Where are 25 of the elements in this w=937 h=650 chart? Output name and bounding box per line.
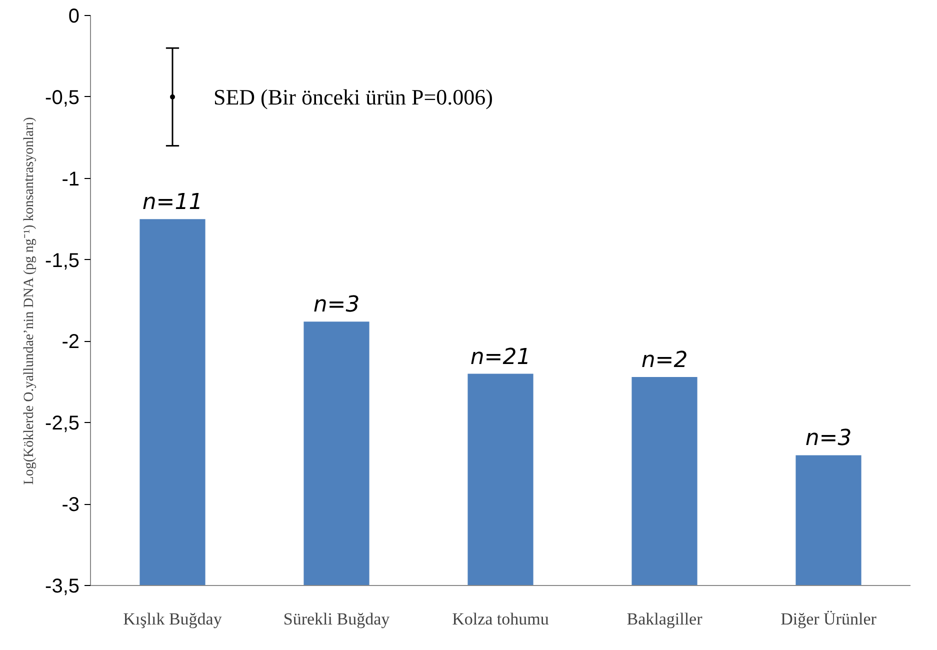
annotation: n=21 [470,344,531,370]
annotation: n=11 [142,190,203,216]
x-tick-label: Kışlık Buğday [123,610,222,628]
y-tick-label: -2 [62,331,80,354]
x-tick-label: Diğer Ürünler [780,610,877,628]
y-axis-title: Log(Köklerde O.yallundae’nin DNA (pg ng⁻¹) konsantrasyonları) [22,116,38,485]
y-tick-label: -3 [62,494,80,516]
annotation: SED (Bir önceki ürün P=0.006) [214,84,493,110]
bar [304,322,370,586]
y-tick-label: 0 [68,6,80,28]
bar [468,374,534,586]
bar [796,455,862,586]
bar [632,377,698,586]
annotation: n=2 [641,348,688,374]
x-tick-label: Baklagiller [626,610,703,628]
x-tick-label: Kolza tohumu [452,610,550,628]
y-tick-label: -3,5 [45,576,80,598]
x-tick-label: Sürekli Buğday [283,610,390,628]
annotation: n=3 [313,292,360,318]
y-tick-label: -1,5 [45,250,80,272]
y-tick-label: -0,5 [45,86,80,109]
bar [140,219,206,586]
y-tick-label: -1 [62,168,80,190]
annotation: n=3 [805,426,852,452]
y-tick-label: -2,5 [45,412,80,435]
